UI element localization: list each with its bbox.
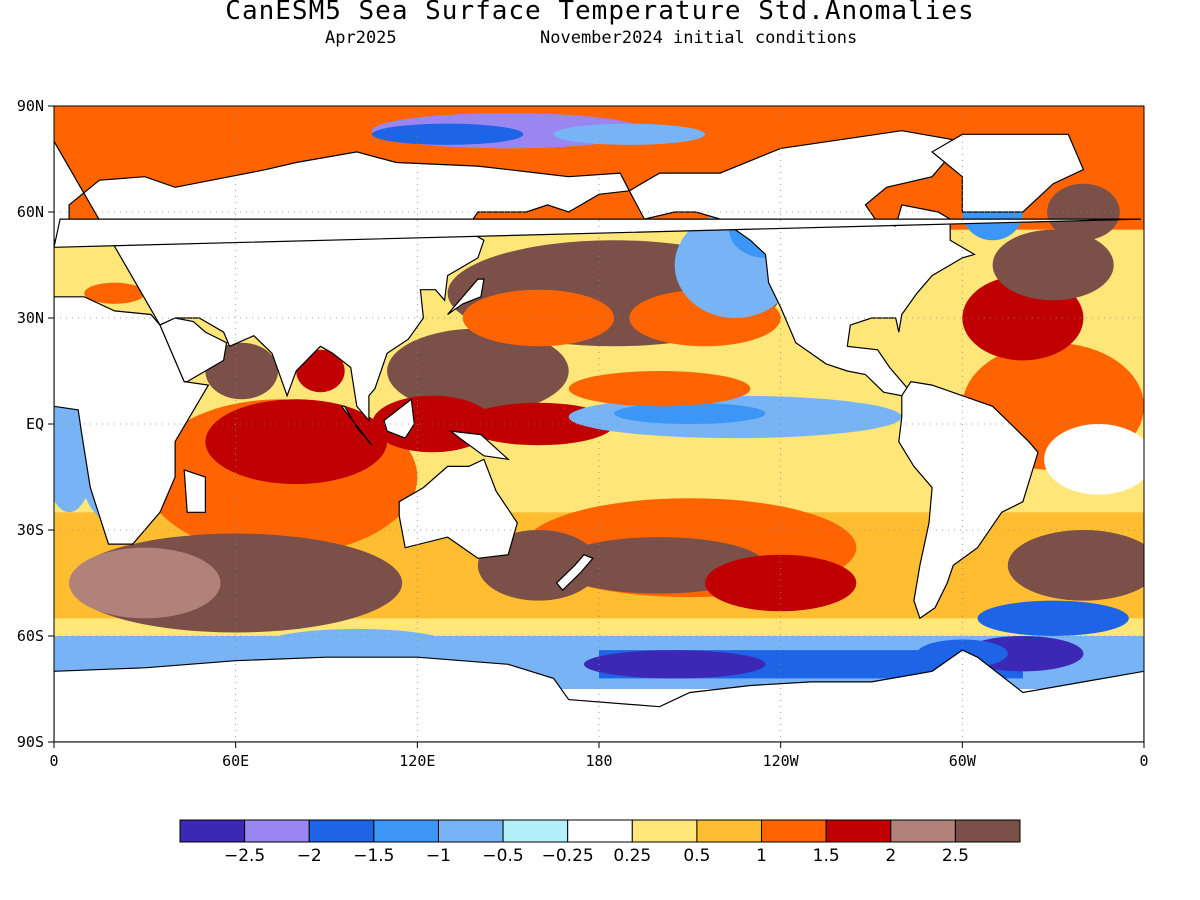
africa-land bbox=[54, 141, 210, 545]
new-zealand-land bbox=[555, 553, 594, 591]
anomaly-patch bbox=[1044, 424, 1144, 495]
colorbar-tick-label: 1.5 bbox=[813, 846, 840, 866]
colorbar-tick-label: −0.5 bbox=[482, 846, 523, 866]
anomaly-patch bbox=[1047, 183, 1120, 241]
gridlines bbox=[54, 106, 1144, 742]
colorbar-swatch bbox=[761, 819, 827, 843]
anomaly-patch bbox=[205, 399, 388, 485]
colorbar-tick-label: 2 bbox=[885, 846, 896, 866]
colorbar-swatch bbox=[502, 819, 569, 843]
colorbar-tick-label: −2.5 bbox=[224, 846, 265, 866]
antarctica-land bbox=[54, 649, 1144, 742]
colorbar-tick-label: 0.25 bbox=[613, 846, 651, 866]
sumatra-land bbox=[340, 405, 373, 446]
lon-tick-label: 0 bbox=[49, 752, 58, 770]
colorbar-tick-label: −2 bbox=[297, 846, 322, 866]
anomaly-patch bbox=[371, 123, 524, 145]
anomaly-patch bbox=[568, 371, 751, 407]
colorbar-swatch bbox=[244, 819, 310, 843]
colorbar-swatch bbox=[631, 819, 698, 843]
colorbar-tick-label: 1 bbox=[756, 846, 767, 866]
lat-tick-label: 90S bbox=[17, 733, 44, 751]
ross-sea-cold bbox=[583, 650, 766, 679]
latitude-axis: 90N 60N 30N EQ 30S 60S 90S bbox=[17, 97, 54, 751]
british-isles-land bbox=[54, 218, 1142, 248]
colorbar-swatch bbox=[179, 819, 246, 843]
lat-tick-label: 60N bbox=[17, 203, 44, 221]
init-conditions: November2024 initial conditions bbox=[540, 28, 858, 48]
anomaly-patch bbox=[992, 229, 1114, 301]
valid-month: Apr2025 bbox=[325, 28, 397, 48]
colorbar-tick-label: −1.5 bbox=[353, 846, 394, 866]
south-america-land bbox=[898, 380, 1039, 620]
borneo-land bbox=[383, 398, 415, 439]
lon-tick-label: 60E bbox=[222, 752, 249, 770]
anomaly-patch bbox=[704, 554, 857, 612]
colorbar-tick-label: 2.5 bbox=[942, 846, 969, 866]
lon-tick-label: 120W bbox=[763, 752, 800, 770]
anomaly-patch bbox=[614, 402, 766, 424]
colorbar-tick-label: 0.5 bbox=[683, 846, 710, 866]
lon-tick-label: 60W bbox=[949, 752, 977, 770]
lat-tick-label: 30S bbox=[17, 521, 44, 539]
anomaly-patch bbox=[69, 547, 221, 619]
land-mask bbox=[54, 130, 1144, 742]
colorbar-tick-label: −1 bbox=[426, 846, 451, 866]
maritime-continent-warm bbox=[387, 328, 569, 414]
colorbar-tick-label: −0.25 bbox=[542, 846, 594, 866]
longitude-axis: 0 60E 120E 180 120W 60W 0 bbox=[49, 742, 1149, 770]
colorbar-swatch bbox=[373, 819, 439, 843]
colorbar-swatch bbox=[696, 819, 763, 843]
colorbar-swatch bbox=[954, 819, 1021, 843]
lat-tick-label: 60S bbox=[17, 627, 44, 645]
map-title: CanESM5 Sea Surface Temperature Std.Anom… bbox=[225, 0, 975, 26]
greenland-land bbox=[931, 133, 1085, 213]
colorbar-swatch bbox=[308, 819, 375, 843]
madagascar-land bbox=[183, 469, 206, 513]
colorbar-swatch bbox=[567, 819, 633, 843]
lat-tick-label: EQ bbox=[26, 415, 44, 433]
australia-land bbox=[398, 458, 518, 559]
lat-tick-label: 30N bbox=[17, 309, 44, 327]
lat-tick-label: 90N bbox=[17, 97, 44, 115]
anomaly-patch bbox=[296, 349, 345, 393]
anomaly-patch bbox=[553, 123, 705, 145]
new-guinea-land bbox=[448, 430, 511, 461]
arabia-land bbox=[159, 317, 228, 383]
lon-tick-label: 120E bbox=[399, 752, 435, 770]
anomaly-patch bbox=[462, 289, 615, 347]
colorbar-swatch bbox=[825, 819, 892, 843]
lon-tick-label: 180 bbox=[585, 752, 612, 770]
anomaly-patch bbox=[84, 282, 145, 304]
north-america-land bbox=[628, 130, 976, 397]
anomaly-patch bbox=[1007, 530, 1144, 601]
colorbar-swatch bbox=[437, 819, 504, 843]
japan-land bbox=[447, 278, 485, 315]
south-atlantic-cold bbox=[977, 600, 1129, 636]
colorbar-swatch bbox=[890, 819, 956, 843]
lon-tick-label: 0 bbox=[1139, 752, 1148, 770]
